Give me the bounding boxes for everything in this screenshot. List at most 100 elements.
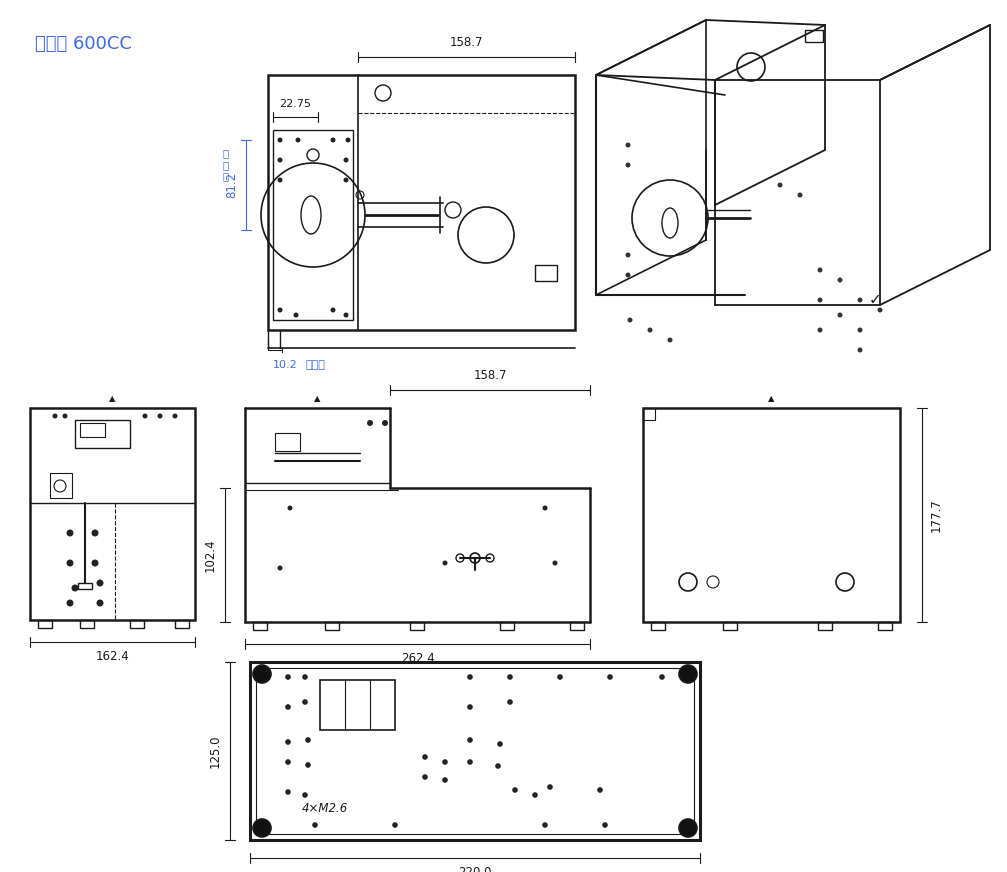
Bar [38, 620, 52, 628]
Circle shape [543, 506, 548, 510]
Bar [30, 408, 195, 620]
Bar [805, 30, 823, 42]
Circle shape [92, 529, 99, 536]
Circle shape [557, 674, 563, 680]
Text: 参
考
值: 参 考 值 [223, 148, 230, 181]
Circle shape [798, 193, 803, 197]
Bar [50, 473, 71, 498]
Circle shape [305, 762, 311, 768]
Circle shape [602, 822, 608, 828]
Text: ✓: ✓ [869, 292, 881, 308]
Circle shape [607, 674, 613, 680]
Circle shape [66, 560, 74, 567]
Bar [651, 622, 665, 630]
Text: 177.7: 177.7 [930, 498, 943, 532]
Circle shape [66, 529, 74, 536]
Circle shape [278, 178, 283, 182]
Text: 220.0: 220.0 [458, 866, 491, 872]
Circle shape [97, 580, 104, 587]
Circle shape [625, 162, 630, 167]
Text: 4×M2.6: 4×M2.6 [302, 802, 348, 815]
Bar [643, 408, 655, 420]
Circle shape [62, 413, 67, 419]
Circle shape [442, 561, 447, 566]
Bar [878, 622, 892, 630]
Circle shape [627, 317, 632, 323]
Bar [643, 408, 900, 622]
Circle shape [625, 142, 630, 147]
Circle shape [295, 138, 300, 142]
Circle shape [467, 760, 473, 765]
Circle shape [818, 268, 823, 272]
Circle shape [345, 138, 350, 142]
Circle shape [858, 328, 863, 332]
Bar [75, 420, 130, 448]
Text: ▲: ▲ [109, 394, 115, 403]
Circle shape [97, 599, 104, 607]
Bar [275, 433, 300, 451]
Circle shape [71, 584, 79, 591]
Circle shape [285, 760, 291, 765]
Circle shape [660, 674, 665, 680]
Circle shape [679, 819, 697, 837]
Circle shape [542, 822, 548, 828]
Bar [570, 622, 584, 630]
Circle shape [877, 308, 882, 312]
Circle shape [513, 787, 518, 793]
Circle shape [278, 158, 283, 162]
Circle shape [253, 819, 271, 837]
Circle shape [533, 792, 538, 798]
Circle shape [302, 792, 308, 798]
Circle shape [285, 674, 291, 680]
Circle shape [508, 674, 513, 680]
Bar [500, 622, 514, 630]
Circle shape [679, 665, 697, 683]
Circle shape [818, 297, 823, 303]
Text: ▲: ▲ [767, 394, 774, 403]
Circle shape [553, 561, 558, 566]
Circle shape [442, 760, 448, 765]
Circle shape [278, 566, 283, 570]
Circle shape [597, 787, 603, 793]
Text: 158.7: 158.7 [450, 36, 483, 49]
Circle shape [422, 754, 428, 760]
Circle shape [858, 348, 863, 352]
Bar [80, 423, 105, 437]
Circle shape [367, 420, 373, 426]
Circle shape [818, 328, 823, 332]
Circle shape [302, 674, 308, 680]
Circle shape [330, 308, 335, 312]
Circle shape [253, 665, 271, 683]
Circle shape [312, 822, 318, 828]
Circle shape [648, 328, 653, 332]
Bar [325, 622, 339, 630]
Bar [250, 662, 700, 840]
Circle shape [625, 253, 630, 257]
Circle shape [508, 699, 513, 705]
Circle shape [343, 158, 348, 162]
Bar [253, 622, 267, 630]
Circle shape [777, 182, 782, 187]
Bar [78, 583, 92, 589]
Bar [80, 620, 94, 628]
Bar [410, 622, 424, 630]
Circle shape [497, 741, 502, 746]
Text: 102.4: 102.4 [204, 538, 217, 572]
Bar [320, 680, 395, 730]
Circle shape [143, 413, 147, 419]
Circle shape [467, 705, 473, 710]
Circle shape [278, 308, 283, 312]
Circle shape [66, 599, 74, 607]
Text: ▲: ▲ [314, 394, 320, 403]
Bar [268, 75, 575, 330]
Circle shape [343, 178, 348, 182]
Bar [273, 130, 353, 320]
Circle shape [858, 297, 863, 303]
Circle shape [52, 413, 57, 419]
Circle shape [467, 674, 473, 680]
Text: 262.4: 262.4 [401, 652, 434, 665]
Circle shape [392, 822, 398, 828]
Text: 125.0: 125.0 [209, 734, 222, 767]
Circle shape [288, 506, 292, 510]
Circle shape [305, 737, 311, 743]
